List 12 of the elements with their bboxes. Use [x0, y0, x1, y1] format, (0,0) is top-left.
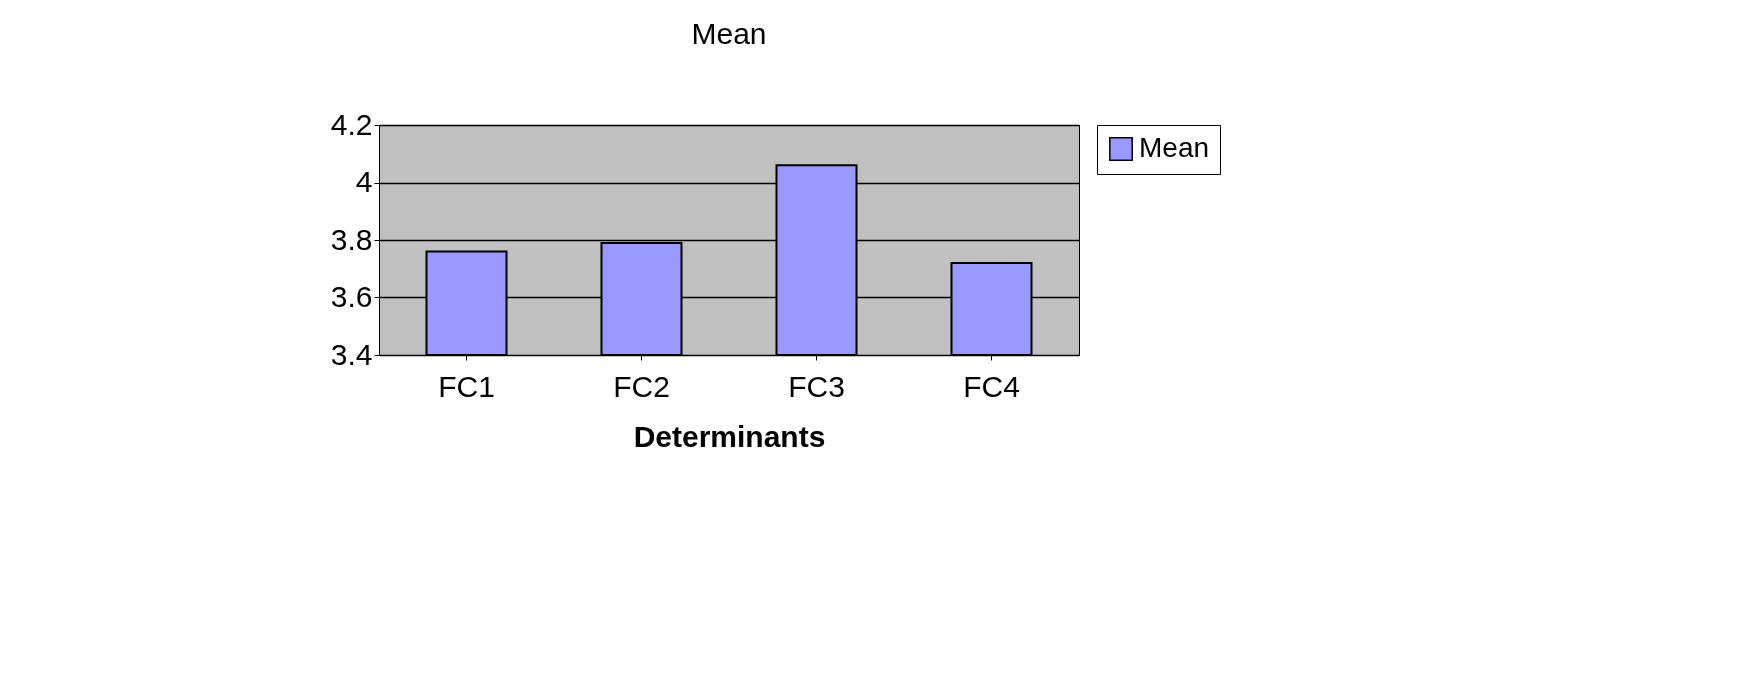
- y-tick-label: 3.4: [330, 337, 373, 371]
- x-tick-label: FC1: [438, 369, 495, 403]
- y-tick-label: 4.2: [330, 107, 373, 141]
- x-tick-label: FC4: [963, 369, 1020, 403]
- y-tick-label: 3.6: [330, 280, 373, 313]
- x-tick-label: FC3: [788, 369, 845, 403]
- legend-label: Mean: [1139, 132, 1210, 163]
- x-tick-label: FC2: [613, 369, 670, 403]
- y-tick-label: 4: [355, 165, 373, 198]
- y-tick-label: 3.8: [330, 222, 373, 256]
- x-axis-title: Determinants: [633, 419, 826, 453]
- chart-title: Mean: [691, 17, 767, 50]
